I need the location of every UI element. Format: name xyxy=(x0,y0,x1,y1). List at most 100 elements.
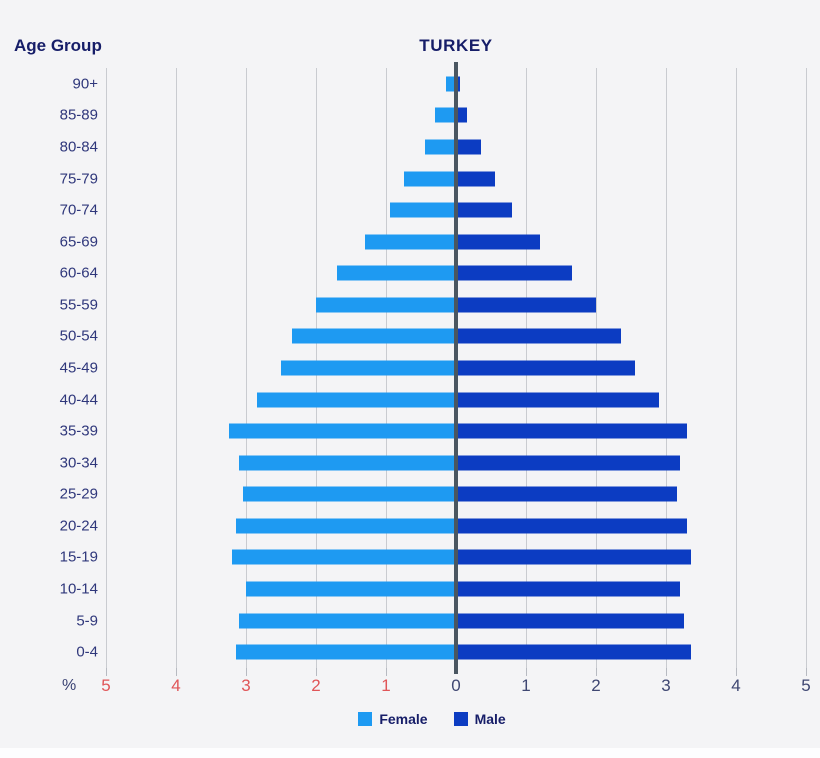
female-bar xyxy=(403,171,456,187)
legend-swatch-icon xyxy=(358,712,373,726)
male-bar xyxy=(456,423,687,439)
axis-tick-mark xyxy=(316,668,317,676)
pyramid-row: 50-54 xyxy=(60,321,806,353)
pyramid-row: 60-64 xyxy=(60,257,806,289)
x-axis-tick-label: 0 xyxy=(451,676,461,695)
female-bar xyxy=(337,265,456,281)
female-bar xyxy=(239,455,456,471)
x-axis-tick-label: 3 xyxy=(241,676,251,695)
legend-item-male: Male xyxy=(453,711,506,727)
x-axis-tick-label: 4 xyxy=(171,676,181,695)
male-bar xyxy=(456,644,691,660)
pyramid-plot: 90+ 85-89 80-84 75-79 70-74 65-69 60-64 55-59 50… xyxy=(60,62,811,694)
female-bar xyxy=(281,360,456,376)
x-axis-tick-label: 1 xyxy=(521,676,531,695)
age-group-label: 85-89 xyxy=(59,106,98,124)
age-group-label: 45-49 xyxy=(59,359,98,377)
male-bar xyxy=(456,549,691,565)
axis-tick-mark xyxy=(176,668,177,676)
male-bar xyxy=(456,171,495,187)
male-bar xyxy=(456,328,621,344)
age-group-axis-title: Age Group xyxy=(14,36,102,55)
pyramid-row: 45-49 xyxy=(60,352,806,384)
pyramid-row: 20-24 xyxy=(60,510,806,542)
female-bar xyxy=(235,644,456,660)
pyramid-rows: 90+ 85-89 80-84 75-79 70-74 65-69 60-64 55-59 50… xyxy=(60,68,806,668)
x-axis-tick-label: 2 xyxy=(311,676,321,695)
axis-tick-mark xyxy=(666,668,667,676)
gridline xyxy=(246,68,247,668)
gridline xyxy=(666,68,667,668)
male-bar xyxy=(456,613,684,629)
pyramid-row: 15-19 xyxy=(60,542,806,574)
chart-legend: Female Male xyxy=(22,711,820,727)
age-group-label: 10-14 xyxy=(59,580,98,598)
age-group-label: 15-19 xyxy=(59,548,98,566)
x-axis-tick-label: 4 xyxy=(731,676,741,695)
zero-axis-line xyxy=(454,62,458,674)
pyramid-row: 75-79 xyxy=(60,163,806,195)
female-bar xyxy=(242,486,456,502)
male-bar xyxy=(456,297,596,313)
pyramid-row: 10-14 xyxy=(60,573,806,605)
male-bar xyxy=(456,360,635,376)
axis-tick-mark xyxy=(806,668,807,676)
male-bar xyxy=(456,518,687,534)
age-group-label: 25-29 xyxy=(59,485,98,503)
male-bar xyxy=(456,234,540,250)
axis-tick-mark xyxy=(386,668,387,676)
age-group-label: 5-9 xyxy=(76,612,98,630)
x-axis-tick-label: 5 xyxy=(101,676,111,695)
male-bar xyxy=(456,265,572,281)
age-group-label: 50-54 xyxy=(59,327,98,345)
bottom-strip xyxy=(0,748,820,758)
legend-swatch-icon xyxy=(453,712,468,726)
axis-tick-mark xyxy=(736,668,737,676)
male-bar xyxy=(456,202,512,218)
pyramid-row: 25-29 xyxy=(60,479,806,511)
chart-title: TURKEY xyxy=(419,36,493,55)
pyramid-row: 40-44 xyxy=(60,384,806,416)
male-bar xyxy=(456,392,659,408)
pyramid-row: 0-4 xyxy=(76,636,806,668)
pyramid-row: 35-39 xyxy=(60,415,806,447)
pyramid-row: 65-69 xyxy=(60,226,806,258)
male-bar xyxy=(456,107,467,123)
age-group-label: 80-84 xyxy=(59,138,98,156)
pyramid-row: 55-59 xyxy=(60,289,806,321)
pyramid-row: 30-34 xyxy=(60,447,806,479)
pyramid-row: 80-84 xyxy=(60,131,806,163)
legend-label: Male xyxy=(474,711,506,727)
gridline xyxy=(806,68,807,668)
female-bar xyxy=(232,549,456,565)
male-bar xyxy=(456,581,680,597)
axis-tick-mark xyxy=(526,668,527,676)
female-bar xyxy=(445,76,456,92)
female-bar xyxy=(228,423,456,439)
age-group-label: 90+ xyxy=(72,75,98,93)
x-axis-tick-label: 5 xyxy=(801,676,811,695)
female-bar xyxy=(424,139,456,155)
female-bar xyxy=(239,613,456,629)
percent-axis-label: % xyxy=(62,677,77,694)
male-bar xyxy=(456,455,680,471)
axis-tick-mark xyxy=(596,668,597,676)
female-bar xyxy=(235,518,456,534)
legend-label: Female xyxy=(379,711,428,727)
age-group-label: 75-79 xyxy=(59,170,98,188)
pyramid-row: 70-74 xyxy=(60,194,806,226)
age-group-label: 60-64 xyxy=(59,264,98,282)
x-axis-tick-label: 3 xyxy=(661,676,671,695)
female-bar xyxy=(291,328,456,344)
age-group-label: 20-24 xyxy=(59,517,98,535)
gridline xyxy=(176,68,177,668)
age-group-label: 70-74 xyxy=(59,201,98,219)
female-bar xyxy=(389,202,456,218)
male-bar xyxy=(456,139,481,155)
age-group-label: 30-34 xyxy=(59,454,98,472)
female-bar xyxy=(316,297,456,313)
male-bar xyxy=(456,486,677,502)
female-bar xyxy=(256,392,456,408)
female-bar xyxy=(435,107,456,123)
